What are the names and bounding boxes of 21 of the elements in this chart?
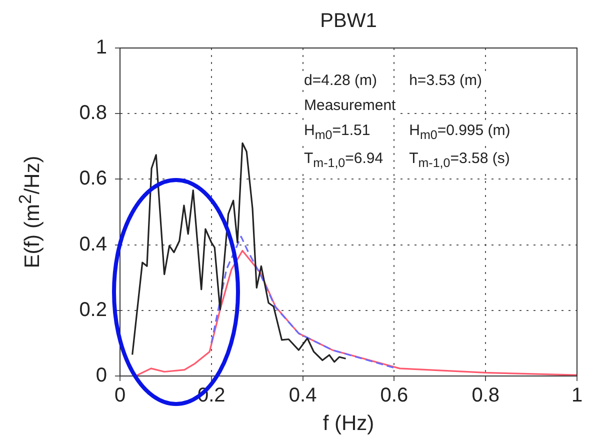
annotation: H$_{m0}$=0.995 (m) [407,122,512,142]
y-tick-label: 0.6 [79,168,107,190]
x-tick-label: 0.6 [380,384,408,407]
y-tick-label: 1 [96,36,107,59]
chart-title: PBW1 [319,10,378,33]
y-tick-label: 0.4 [79,233,107,256]
annotation: T$_{m-1,0}$=6.94 [302,150,386,170]
x-axis-title: f (Hz) [322,412,376,436]
x-tick-label: 0.8 [472,384,500,407]
annotation: h=3.53 (m) [407,72,512,89]
x-tick-label: 0.4 [288,384,317,407]
annotation: d=4.28 (m) [302,72,386,89]
annotation: H$_{m0}$=1.51 [302,122,386,142]
x-tick-label: 0 [114,384,126,407]
y-tick-label: 0 [96,364,107,387]
y-tick-label: 0.8 [79,102,107,124]
x-tick-label: 1 [571,384,583,407]
line-series [210,236,395,369]
annotation: T$_{m-1,0}$=3.58 (s) [407,150,512,170]
annotation: Measurement [302,97,398,114]
y-tick-label: 0.2 [79,298,107,321]
